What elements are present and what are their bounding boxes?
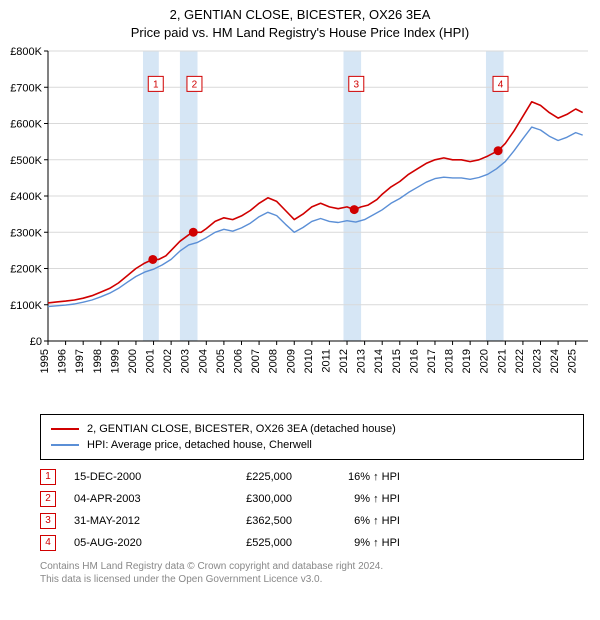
y-axis-label: £700K <box>10 82 42 94</box>
x-axis-label: 2012 <box>338 349 350 373</box>
sale-price: £525,000 <box>202 537 292 549</box>
up-arrow-icon: ↑ <box>373 515 379 527</box>
x-axis-label: 2009 <box>285 349 297 373</box>
legend-label: HPI: Average price, detached house, Cher… <box>87 439 312 451</box>
y-axis-label: £800K <box>10 46 42 58</box>
x-axis-label: 2021 <box>496 349 508 373</box>
sale-marker-label: 3 <box>354 79 360 90</box>
sale-price: £225,000 <box>202 471 292 483</box>
x-axis-label: 2019 <box>461 349 473 373</box>
legend-row: 2, GENTIAN CLOSE, BICESTER, OX26 3EA (de… <box>51 421 573 437</box>
sale-diff: 9% ↑ HPI <box>310 537 400 549</box>
y-axis-label: £400K <box>10 191 42 203</box>
legend-swatch <box>51 428 79 430</box>
sale-number-box: 2 <box>40 491 56 507</box>
sale-marker-label: 2 <box>192 79 198 90</box>
title-line-1: 2, GENTIAN CLOSE, BICESTER, OX26 3EA <box>0 6 600 24</box>
legend-swatch <box>51 444 79 446</box>
x-axis-label: 2006 <box>232 349 244 373</box>
sale-marker-dot <box>148 255 157 264</box>
chart-titles: 2, GENTIAN CLOSE, BICESTER, OX26 3EA Pri… <box>0 0 600 41</box>
y-axis-label: £200K <box>10 264 42 276</box>
x-axis-label: 2000 <box>127 349 139 373</box>
x-axis-label: 2010 <box>303 349 315 373</box>
x-axis-label: 1996 <box>57 349 69 373</box>
x-axis-label: 2005 <box>215 349 227 373</box>
y-axis-label: £100K <box>10 300 42 312</box>
x-axis-label: 2008 <box>268 349 280 373</box>
sale-marker-dot <box>350 205 359 214</box>
x-axis-label: 2014 <box>373 349 385 373</box>
sale-marker-label: 1 <box>153 79 159 90</box>
up-arrow-icon: ↑ <box>373 471 379 483</box>
sale-date: 04-APR-2003 <box>74 493 184 505</box>
chart-area: £0 £100K £200K £300K £400K £500K £600K £700K £80… <box>0 41 600 406</box>
x-axis-label: 2018 <box>444 349 456 373</box>
sales-row: 1 15-DEC-2000 £225,000 16% ↑ HPI <box>40 466 584 488</box>
sale-number-box: 1 <box>40 469 56 485</box>
price-chart: £0 £100K £200K £300K £400K £500K £600K £700K £80… <box>0 41 600 401</box>
x-axis-label: 1998 <box>92 349 104 373</box>
sale-marker-dot <box>189 228 198 237</box>
sale-date: 31-MAY-2012 <box>74 515 184 527</box>
x-axis-label: 2007 <box>250 349 262 373</box>
sale-diff: 9% ↑ HPI <box>310 493 400 505</box>
x-axis-label: 2013 <box>356 349 368 373</box>
footer-line-2: This data is licensed under the Open Gov… <box>40 573 584 586</box>
x-axis-label: 2002 <box>162 349 174 373</box>
legend-label: 2, GENTIAN CLOSE, BICESTER, OX26 3EA (de… <box>87 423 396 435</box>
legend-row: HPI: Average price, detached house, Cher… <box>51 437 573 453</box>
x-axis-label: 2024 <box>549 349 561 373</box>
up-arrow-icon: ↑ <box>373 493 379 505</box>
x-axis-label: 2020 <box>479 349 491 373</box>
x-axis-label: 2003 <box>180 349 192 373</box>
footer-text: Contains HM Land Registry data © Crown c… <box>40 560 584 586</box>
up-arrow-icon: ↑ <box>373 537 379 549</box>
sale-number-box: 4 <box>40 535 56 551</box>
sales-row: 2 04-APR-2003 £300,000 9% ↑ HPI <box>40 488 584 510</box>
y-axis-label: £600K <box>10 119 42 131</box>
x-axis-label: 2017 <box>426 349 438 373</box>
x-axis-label: 2001 <box>145 349 157 373</box>
x-axis-label: 2004 <box>197 349 209 373</box>
sale-diff: 6% ↑ HPI <box>310 515 400 527</box>
y-axis-label: £0 <box>30 336 42 348</box>
sale-number-box: 3 <box>40 513 56 529</box>
x-axis-label: 1999 <box>109 349 121 373</box>
x-axis-label: 2016 <box>408 349 420 373</box>
sale-date: 05-AUG-2020 <box>74 537 184 549</box>
x-axis-label: 2022 <box>514 349 526 373</box>
y-axis-label: £500K <box>10 155 42 167</box>
x-axis-label: 1995 <box>39 349 51 373</box>
title-line-2: Price paid vs. HM Land Registry's House … <box>0 24 600 42</box>
legend: 2, GENTIAN CLOSE, BICESTER, OX26 3EA (de… <box>40 414 584 460</box>
sale-price: £362,500 <box>202 515 292 527</box>
x-axis-label: 2025 <box>567 349 579 373</box>
sale-marker-label: 4 <box>498 79 504 90</box>
x-axis-label: 2011 <box>320 349 332 373</box>
sale-date: 15-DEC-2000 <box>74 471 184 483</box>
x-axis-label: 2023 <box>532 349 544 373</box>
sale-diff: 16% ↑ HPI <box>310 471 400 483</box>
y-axis-label: £300K <box>10 227 42 239</box>
x-axis-label: 2015 <box>391 349 403 373</box>
x-axis-label: 1997 <box>74 349 86 373</box>
sales-row: 4 05-AUG-2020 £525,000 9% ↑ HPI <box>40 532 584 554</box>
footer-line-1: Contains HM Land Registry data © Crown c… <box>40 560 584 573</box>
sale-marker-dot <box>494 146 503 155</box>
sales-table: 1 15-DEC-2000 £225,000 16% ↑ HPI 2 04-APR-200… <box>40 466 584 554</box>
sale-price: £300,000 <box>202 493 292 505</box>
sales-row: 3 31-MAY-2012 £362,500 6% ↑ HPI <box>40 510 584 532</box>
